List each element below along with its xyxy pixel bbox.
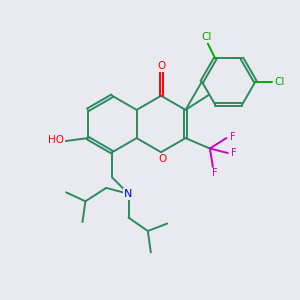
Text: O: O xyxy=(157,61,165,71)
Text: F: F xyxy=(232,148,237,158)
Text: Cl: Cl xyxy=(275,76,285,87)
Text: F: F xyxy=(212,169,217,178)
Text: Cl: Cl xyxy=(201,32,211,42)
Text: O: O xyxy=(158,154,167,164)
Text: F: F xyxy=(230,132,236,142)
Text: HO: HO xyxy=(48,136,64,146)
Text: N: N xyxy=(124,189,133,199)
